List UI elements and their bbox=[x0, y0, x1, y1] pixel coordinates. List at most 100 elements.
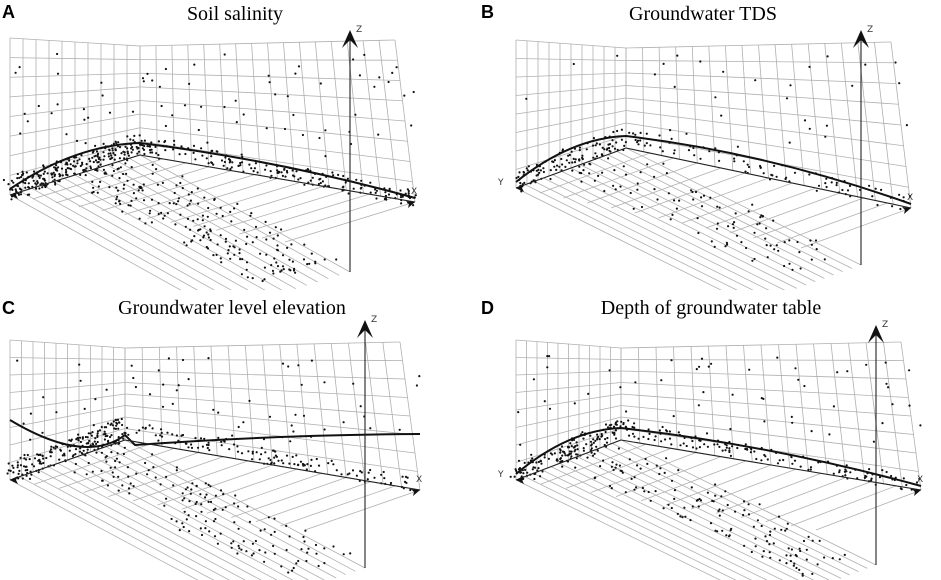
data-point bbox=[22, 422, 25, 425]
data-point bbox=[290, 424, 293, 427]
data-point bbox=[653, 73, 656, 76]
data-point bbox=[116, 144, 120, 148]
data-point bbox=[908, 404, 911, 407]
data-point bbox=[199, 239, 202, 242]
grid-line bbox=[9, 86, 141, 98]
data-point bbox=[291, 260, 294, 263]
data-point bbox=[658, 429, 661, 432]
grid-line bbox=[594, 449, 850, 576]
data-point bbox=[222, 439, 225, 442]
data-point bbox=[36, 181, 39, 184]
data-point bbox=[835, 184, 838, 187]
grid-line bbox=[28, 472, 231, 580]
grid-line bbox=[515, 393, 622, 411]
data-point bbox=[16, 184, 19, 187]
z-axis-label: Z bbox=[356, 25, 362, 35]
data-point bbox=[662, 507, 665, 510]
data-point bbox=[121, 423, 124, 427]
data-point bbox=[271, 449, 275, 452]
data-point bbox=[156, 183, 159, 186]
data-point bbox=[808, 65, 811, 68]
data-point bbox=[292, 113, 295, 117]
data-point bbox=[517, 175, 520, 178]
data-point bbox=[635, 486, 638, 489]
data-point bbox=[382, 470, 385, 474]
grid-line bbox=[539, 152, 650, 194]
data-point bbox=[297, 65, 301, 68]
data-point bbox=[42, 172, 45, 175]
data-point bbox=[637, 437, 640, 440]
data-point bbox=[563, 452, 566, 455]
data-point bbox=[770, 173, 773, 176]
data-point bbox=[126, 426, 129, 429]
data-point bbox=[715, 227, 719, 230]
data-point bbox=[864, 474, 867, 478]
data-point bbox=[809, 239, 812, 242]
data-point bbox=[614, 188, 617, 191]
data-point bbox=[240, 161, 244, 164]
data-point bbox=[645, 142, 648, 145]
data-point bbox=[589, 434, 592, 437]
data-point bbox=[726, 503, 729, 507]
grid-line bbox=[625, 60, 894, 64]
data-point bbox=[138, 217, 141, 220]
data-point bbox=[234, 239, 237, 242]
grid-line bbox=[616, 150, 853, 269]
data-point bbox=[633, 476, 636, 479]
data-point bbox=[162, 217, 165, 220]
data-point bbox=[50, 445, 53, 448]
data-point bbox=[310, 435, 313, 438]
data-point bbox=[300, 383, 303, 386]
data-point bbox=[237, 164, 240, 167]
data-point bbox=[293, 463, 296, 466]
grid-line bbox=[96, 449, 337, 579]
data-point bbox=[79, 164, 82, 168]
data-point bbox=[125, 172, 128, 175]
data-point bbox=[250, 167, 253, 170]
grid-line bbox=[540, 443, 647, 485]
data-point bbox=[189, 199, 192, 202]
data-point bbox=[838, 558, 841, 561]
data-point bbox=[560, 460, 563, 463]
data-point bbox=[135, 145, 138, 149]
data-point bbox=[199, 228, 202, 231]
data-point bbox=[555, 458, 558, 461]
grid-line bbox=[682, 182, 793, 224]
data-point bbox=[317, 182, 320, 186]
data-point bbox=[303, 183, 306, 186]
grid-line bbox=[42, 184, 232, 290]
data-point bbox=[287, 571, 290, 574]
data-point bbox=[526, 471, 529, 474]
data-point bbox=[307, 168, 310, 171]
grid-line bbox=[815, 489, 922, 531]
data-point bbox=[772, 219, 775, 222]
data-point bbox=[614, 466, 617, 469]
grid-line bbox=[147, 178, 278, 219]
data-point bbox=[509, 475, 512, 478]
grid-line bbox=[53, 181, 249, 290]
grid-line bbox=[598, 157, 834, 276]
data-point bbox=[189, 492, 192, 495]
data-point bbox=[538, 165, 541, 168]
data-point bbox=[407, 192, 410, 195]
data-point bbox=[117, 439, 120, 442]
data-point bbox=[744, 170, 747, 173]
data-point bbox=[114, 153, 117, 157]
data-point bbox=[610, 487, 613, 490]
data-point bbox=[587, 392, 590, 395]
trend-b bbox=[515, 134, 912, 205]
data-point bbox=[267, 74, 270, 77]
data-point bbox=[744, 447, 747, 451]
data-point bbox=[99, 180, 102, 183]
data-point bbox=[175, 469, 178, 472]
data-point bbox=[891, 205, 894, 208]
data-point bbox=[112, 475, 115, 478]
data-point bbox=[287, 365, 290, 368]
data-point bbox=[515, 471, 519, 474]
data-point bbox=[676, 512, 679, 515]
data-point bbox=[634, 138, 637, 142]
data-point bbox=[103, 155, 106, 158]
data-point bbox=[801, 574, 804, 577]
data-point bbox=[871, 195, 874, 198]
